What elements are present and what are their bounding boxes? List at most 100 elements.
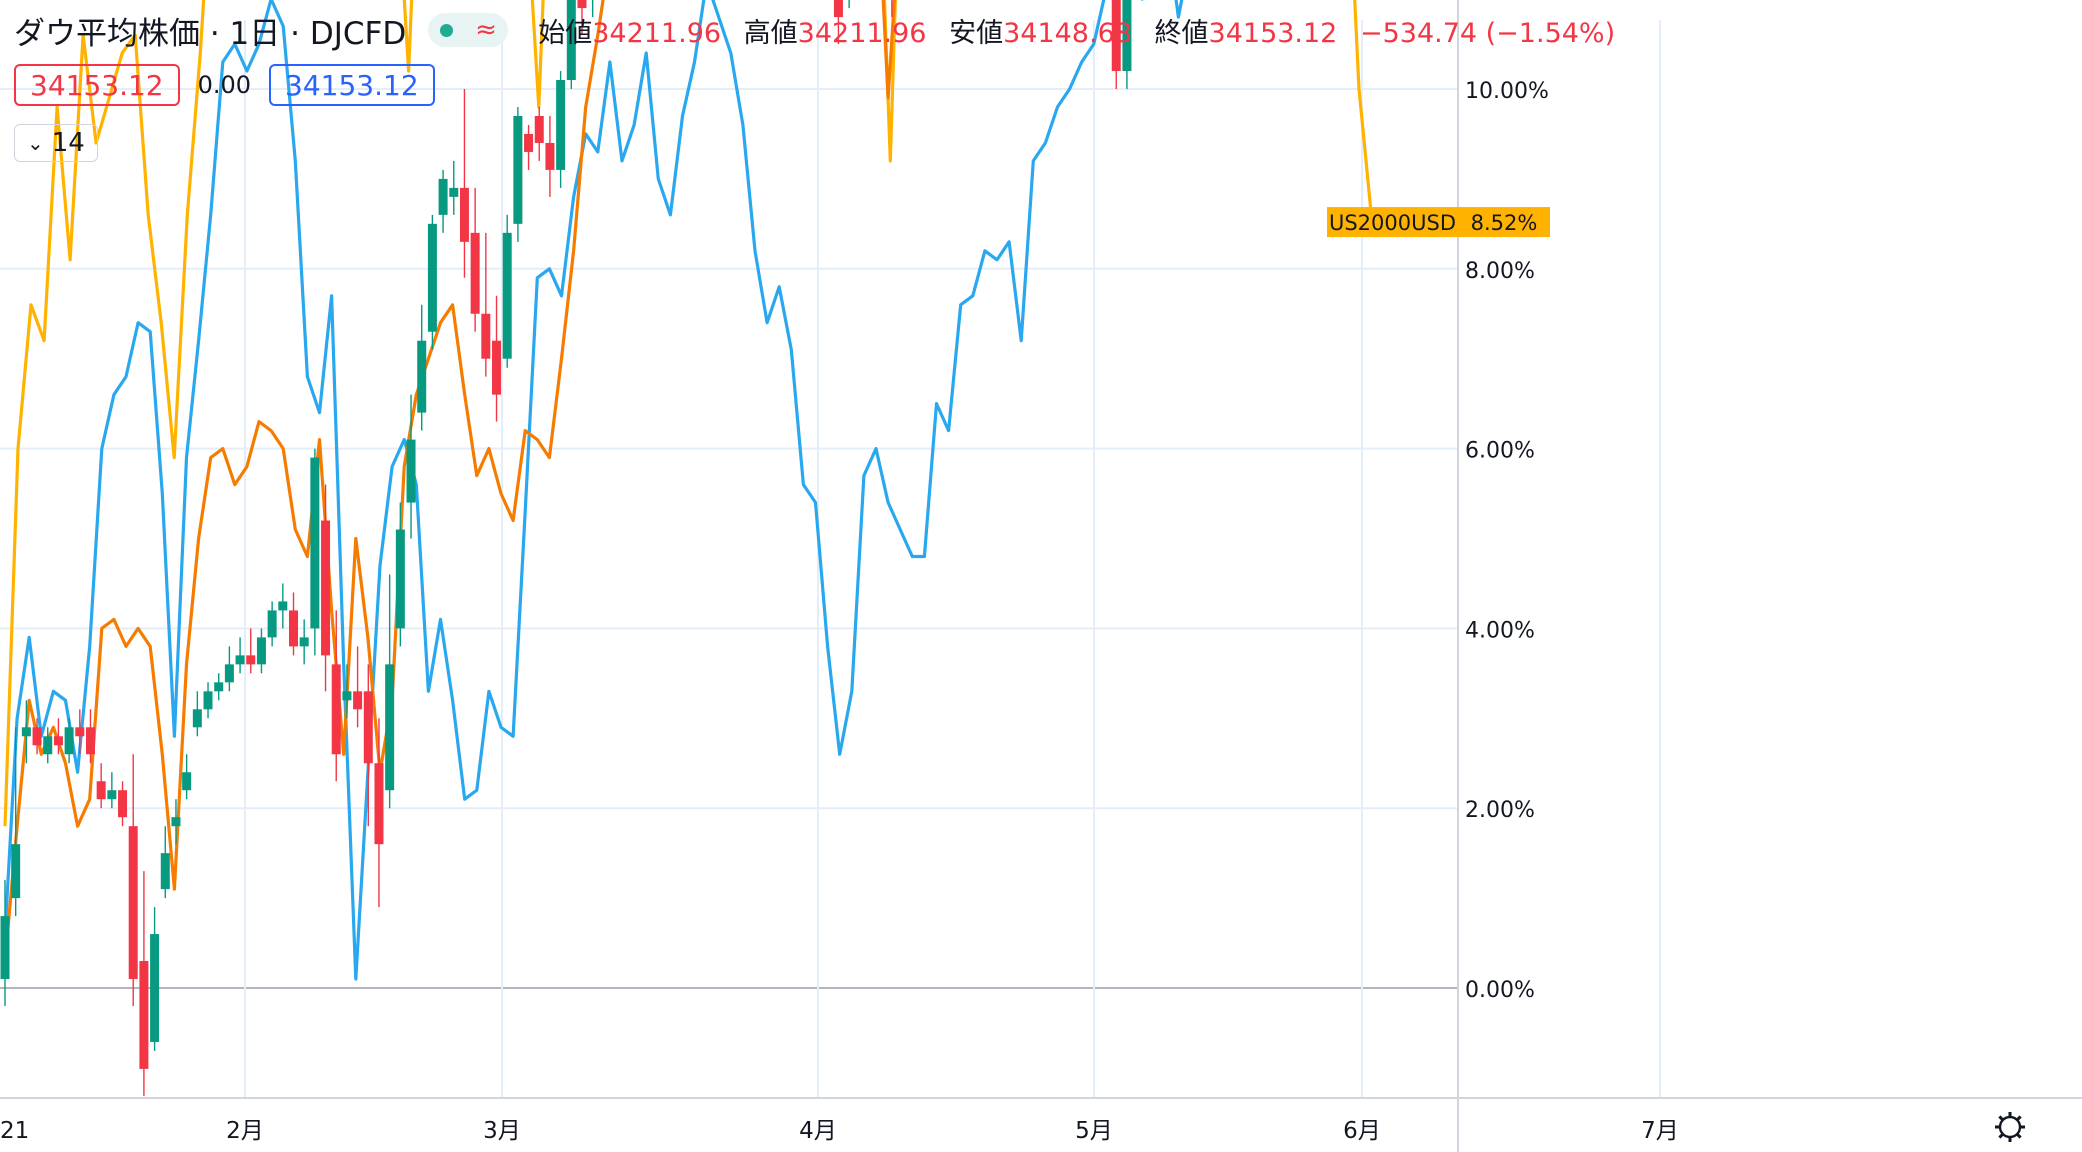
candle	[363, 664, 373, 827]
candle	[321, 484, 331, 692]
symbol-title[interactable]: ダウ平均株価 · 1日 · DJCFD	[14, 15, 407, 52]
buy-price-button[interactable]: 34153.12	[269, 64, 435, 106]
y-tick-label: 10.00%	[1465, 79, 1549, 104]
gear-tooth	[1998, 1133, 2004, 1139]
gear-tooth	[1998, 1115, 2004, 1121]
candle-body	[556, 80, 566, 170]
candle-body	[139, 961, 149, 1069]
candle-body	[21, 727, 31, 737]
gear-tooth	[2016, 1133, 2022, 1139]
candle	[524, 124, 534, 170]
candle-body	[524, 133, 534, 152]
status-dot-icon	[439, 23, 453, 37]
candle	[160, 826, 170, 899]
y-tick-label: 4.00%	[1465, 618, 1535, 643]
candle-body	[85, 727, 95, 755]
candle	[182, 754, 192, 800]
candle	[171, 799, 181, 845]
candle	[32, 718, 42, 755]
candle	[235, 637, 245, 674]
candle-body	[1122, 0, 1132, 72]
candle	[75, 709, 85, 755]
candle	[342, 664, 352, 719]
candle-body	[833, 0, 843, 18]
candle-body	[331, 664, 341, 755]
candle	[591, 0, 594, 18]
candle	[267, 601, 277, 647]
ohlc-readout: 始値34211.96 高値34211.96 安値34148.68 終値34153…	[538, 11, 1615, 50]
candle	[406, 394, 416, 539]
gear-ring	[1998, 1115, 2022, 1139]
candle	[11, 727, 21, 917]
candle	[385, 574, 395, 809]
candle	[192, 691, 202, 737]
candle	[224, 646, 234, 692]
sell-price-button[interactable]: 34153.12	[14, 64, 180, 106]
high-label: 高値	[743, 17, 798, 49]
candle-body	[438, 178, 448, 215]
wave-approx-icon: ≈	[475, 15, 497, 45]
candle	[310, 448, 320, 656]
candle-body	[513, 115, 523, 224]
x-tick-label: 5月	[1075, 1118, 1113, 1144]
candle	[118, 781, 128, 827]
candle	[203, 682, 213, 719]
candle-body	[128, 826, 138, 980]
candle	[43, 727, 53, 764]
candle-body	[75, 727, 85, 737]
candle	[833, 0, 843, 45]
candle	[256, 628, 266, 674]
candle-body	[577, 0, 587, 9]
badge-value-text: 8.52%	[1471, 211, 1538, 235]
candle-body	[502, 232, 512, 359]
candle-body	[310, 457, 320, 629]
candle	[21, 700, 31, 764]
candle	[534, 106, 544, 161]
candle-body	[64, 727, 74, 755]
candle	[150, 907, 160, 1051]
candle-body	[246, 655, 256, 665]
candle	[577, 0, 587, 36]
candle	[214, 673, 224, 701]
candle	[299, 619, 309, 665]
candle-body	[256, 637, 266, 665]
candle-body	[449, 187, 459, 197]
session-toggle-button[interactable]: ≈	[428, 13, 509, 47]
gear-icon	[1995, 1112, 2025, 1142]
candle-body	[353, 691, 363, 710]
x-tick-label: 7月	[1641, 1118, 1679, 1144]
candle-body	[459, 187, 469, 242]
high-value: 34211.96	[797, 17, 927, 49]
candle	[246, 628, 256, 674]
candle	[107, 772, 117, 809]
chart-header: ダウ平均株価 · 1日 · DJCFD ≈ 始値34211.96 高値34211…	[14, 8, 1615, 52]
x-tick-label: 21	[0, 1118, 29, 1144]
open-label: 始値	[538, 17, 593, 49]
dji-candles	[0, 0, 1132, 1096]
indicators-toggle-button[interactable]: ⌄ 14	[14, 124, 98, 162]
candle	[545, 115, 555, 197]
y-tick-label: 2.00%	[1465, 798, 1535, 823]
candle	[278, 583, 288, 629]
candle	[566, 0, 576, 89]
candle-body	[278, 601, 288, 611]
candle-body	[374, 763, 384, 845]
candle-body	[96, 781, 106, 800]
candle-body	[492, 340, 502, 395]
candle-body	[43, 736, 53, 755]
x-tick-label: 2月	[226, 1118, 264, 1144]
candle-body	[0, 916, 10, 980]
candle	[395, 502, 405, 647]
x-tick-label: 3月	[483, 1118, 521, 1144]
badge-name-box	[1327, 207, 1458, 238]
grid	[0, 20, 1661, 1098]
candle	[288, 592, 298, 656]
badge-value-box	[1458, 207, 1550, 238]
candle-body	[1111, 0, 1121, 72]
candle-body	[417, 340, 427, 413]
candle	[427, 214, 437, 350]
candle-body	[11, 844, 21, 899]
chevron-down-icon: ⌄	[27, 131, 44, 155]
spread-value: 0.00	[197, 71, 252, 99]
